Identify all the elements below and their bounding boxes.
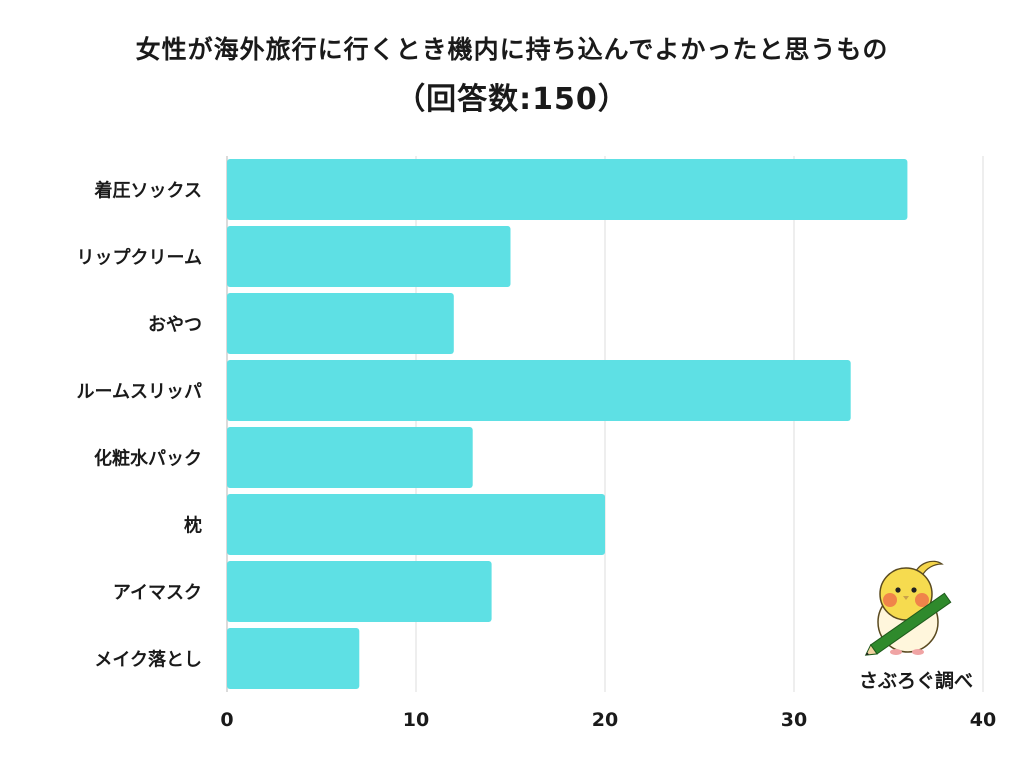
bird-mascot-icon (864, 560, 952, 656)
bar (227, 226, 511, 287)
source-credit: さぶろぐ調べ (858, 670, 973, 692)
bar (227, 360, 851, 421)
bar (227, 561, 492, 622)
bar (227, 628, 360, 689)
category-label: リップクリーム (77, 247, 202, 269)
category-label: メイク落とし (94, 650, 202, 671)
category-label: 化粧水パック (94, 448, 202, 470)
category-label: ルームスリッパ (77, 382, 202, 403)
x-tick-label: 10 (403, 709, 429, 731)
chart-subtitle: （回答数:150） (395, 82, 629, 117)
bar (227, 159, 908, 220)
category-label: 枕 (184, 515, 202, 537)
bar (227, 427, 473, 488)
category-label: アイマスク (113, 583, 202, 604)
category-label: おやつ (148, 315, 202, 336)
chart-title: 女性が海外旅行に行くとき機内に持ち込んでよかったと思うもの (135, 35, 889, 64)
x-tick-label: 40 (970, 709, 996, 731)
x-tick-label: 30 (781, 709, 807, 731)
bar (227, 494, 605, 555)
bar (227, 293, 454, 354)
x-tick-label: 20 (592, 709, 618, 731)
category-label: 着圧ソックス (94, 180, 202, 202)
x-tick-label: 0 (220, 709, 233, 731)
